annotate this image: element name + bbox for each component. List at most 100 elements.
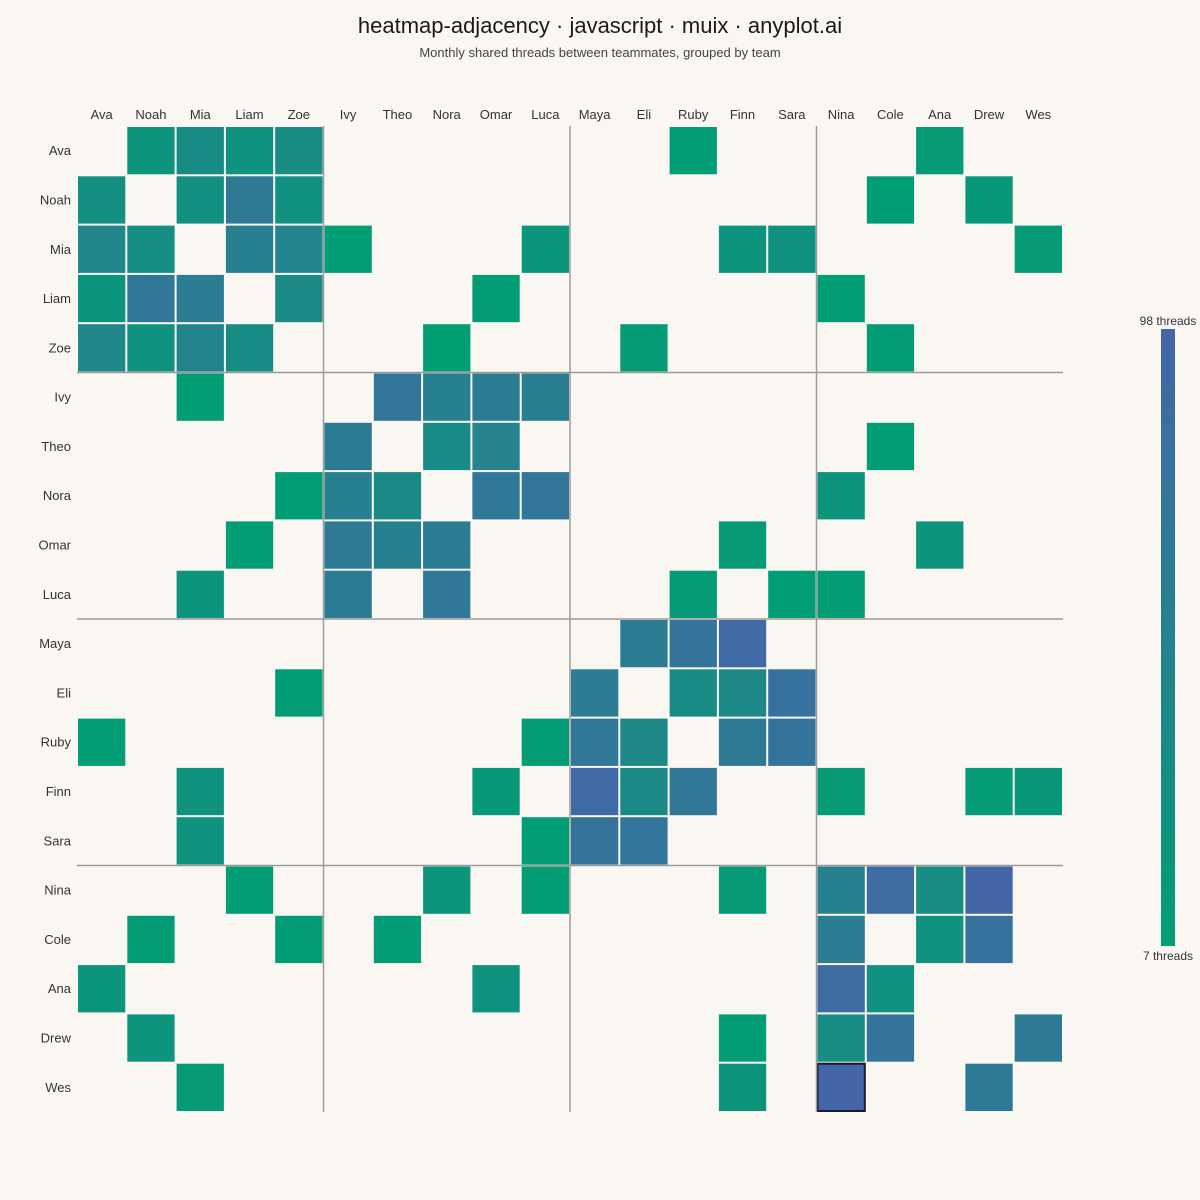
heatmap-cells [78,127,1062,1112]
column-label-nora: Nora [433,107,462,122]
cell-zoe-nora [423,324,471,372]
cell-nora-nina [817,472,865,520]
cell-finn-wes [1014,767,1062,816]
cell-mia-liam [225,225,274,273]
cell-nora-luca [521,472,569,520]
cell-wes-mia [176,1063,224,1111]
chart-subtitle: Monthly shared threads between teammates… [419,45,781,60]
cell-finn-omar [472,767,520,816]
cell-nora-ivy [324,472,372,520]
cell-liam-noah [127,274,175,323]
colorbar-gradient [1161,329,1175,946]
cell-ruby-finn [718,718,767,766]
column-label-nina: Nina [828,107,856,122]
cell-ruby-ava [78,718,126,766]
cell-liam-zoe [275,274,323,323]
row-label-drew: Drew [41,1031,72,1046]
cell-finn-maya [571,767,619,816]
cell-nora-zoe [275,472,323,520]
cell-sara-mia [176,817,224,865]
cell-nina-ana [916,866,964,914]
cell-nina-drew [965,866,1013,914]
column-label-omar: Omar [480,107,513,122]
cell-ivy-nora [423,373,471,421]
cell-omar-theo [373,521,422,569]
row-label-zoe: Zoe [49,340,71,355]
cell-cole-nina [817,915,865,964]
cell-omar-ana [916,521,964,569]
cell-nina-liam [225,866,274,914]
row-label-luca: Luca [43,587,72,602]
cell-zoe-noah [127,324,175,372]
cell-nora-omar [472,472,520,520]
cell-mia-wes [1014,225,1062,273]
cell-zoe-mia [176,324,224,372]
cell-noah-zoe [275,176,323,224]
chart-title: heatmap-adjacency · javascript · muix · … [357,13,843,38]
cell-ava-ana [916,127,964,175]
cell-mia-luca [521,225,569,273]
row-label-finn: Finn [46,784,71,799]
row-label-ivy: Ivy [54,390,71,405]
cell-ana-ava [78,965,126,1013]
column-label-ana: Ana [928,107,952,122]
cell-omar-nora [423,521,471,569]
cell-ivy-omar [472,373,520,421]
column-label-theo: Theo [383,107,413,122]
cell-finn-nina [817,767,865,816]
cell-omar-liam [225,521,274,569]
column-label-finn: Finn [730,107,755,122]
cell-nora-theo [373,472,422,520]
cell-mia-finn [718,225,767,273]
cell-liam-omar [472,274,520,323]
cell-liam-ava [78,274,126,323]
row-label-nora: Nora [43,488,72,503]
cell-luca-sara [768,570,816,618]
cell-ana-omar [472,965,520,1013]
cell-noah-liam [225,176,274,224]
cell-finn-eli [620,767,668,816]
column-label-drew: Drew [974,107,1005,122]
row-label-nina: Nina [44,883,72,898]
cell-zoe-eli [620,324,668,372]
cell-eli-sara [768,669,816,717]
cell-wes-nina [816,1062,866,1112]
cell-finn-ruby [669,767,717,816]
column-label-maya: Maya [579,107,612,122]
cell-cole-theo [373,915,422,964]
row-label-ana: Ana [48,981,72,996]
cell-ruby-sara [768,718,816,766]
cell-wes-finn [718,1063,767,1111]
colorbar-max-label: 98 threads [1140,314,1197,328]
column-label-ivy: Ivy [340,107,357,122]
cell-luca-nora [423,570,471,618]
cell-ivy-theo [373,373,422,421]
column-label-mia: Mia [190,107,212,122]
cell-omar-finn [718,521,767,569]
cell-theo-ivy [324,422,372,471]
cell-zoe-ava [78,324,126,372]
cell-liam-mia [176,274,224,323]
cell-luca-ruby [669,570,717,618]
cell-maya-finn [718,620,767,668]
cell-ava-zoe [275,127,323,175]
cell-luca-nina [817,570,865,618]
cell-mia-zoe [275,225,323,273]
cell-ivy-mia [176,373,224,421]
cell-drew-noah [127,1014,175,1062]
cell-finn-mia [176,767,224,816]
column-label-sara: Sara [778,107,806,122]
column-labels: Ava Noah Mia Liam Zoe Ivy Theo Nora Omar Luca Maya… [91,107,1052,122]
cell-wes-drew [965,1063,1013,1111]
cell-nina-nora [423,866,471,914]
column-label-zoe: Zoe [288,107,310,122]
cell-nina-luca [521,866,569,914]
column-label-luca: Luca [531,107,560,122]
cell-theo-nora [423,422,471,471]
column-label-wes: Wes [1025,107,1051,122]
cell-ruby-luca [521,718,569,766]
row-label-noah: Noah [40,193,71,208]
cell-ana-nina [817,965,865,1013]
cell-noah-cole [866,176,915,224]
